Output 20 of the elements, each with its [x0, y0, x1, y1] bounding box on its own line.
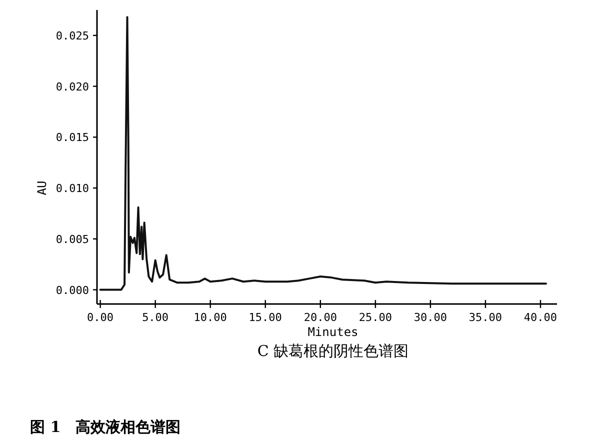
y-axis-title: AU — [35, 180, 49, 196]
x-tick-label: 0.00 — [87, 311, 114, 324]
y-tick-label: 0.015 — [56, 131, 89, 144]
y-tick-label: 0.005 — [56, 232, 89, 246]
x-tick-label: 25.00 — [358, 311, 392, 324]
x-tick-label: 10.00 — [194, 311, 227, 324]
x-tick-label: 40.00 — [524, 311, 558, 324]
y-tick-label: 0.020 — [56, 80, 89, 94]
y-tick-label: 0.010 — [56, 182, 89, 196]
x-tick-label: 30.00 — [414, 311, 448, 324]
y-tick-label: 0.025 — [56, 29, 89, 42]
line-series — [99, 16, 547, 291]
caption: 图 1 高效液相色谱图 — [30, 418, 181, 436]
x-tick-label: 15.00 — [248, 311, 282, 324]
x-axis-title: Minutes — [308, 325, 358, 339]
x-tick-label: 20.00 — [304, 311, 337, 324]
x-tick-label: 5.00 — [142, 311, 169, 324]
y-tick-label: 0.000 — [56, 284, 89, 297]
text: C 缺葛根的阴性色谱图 — [257, 342, 409, 360]
x-tick-label: 35.00 — [468, 311, 502, 324]
